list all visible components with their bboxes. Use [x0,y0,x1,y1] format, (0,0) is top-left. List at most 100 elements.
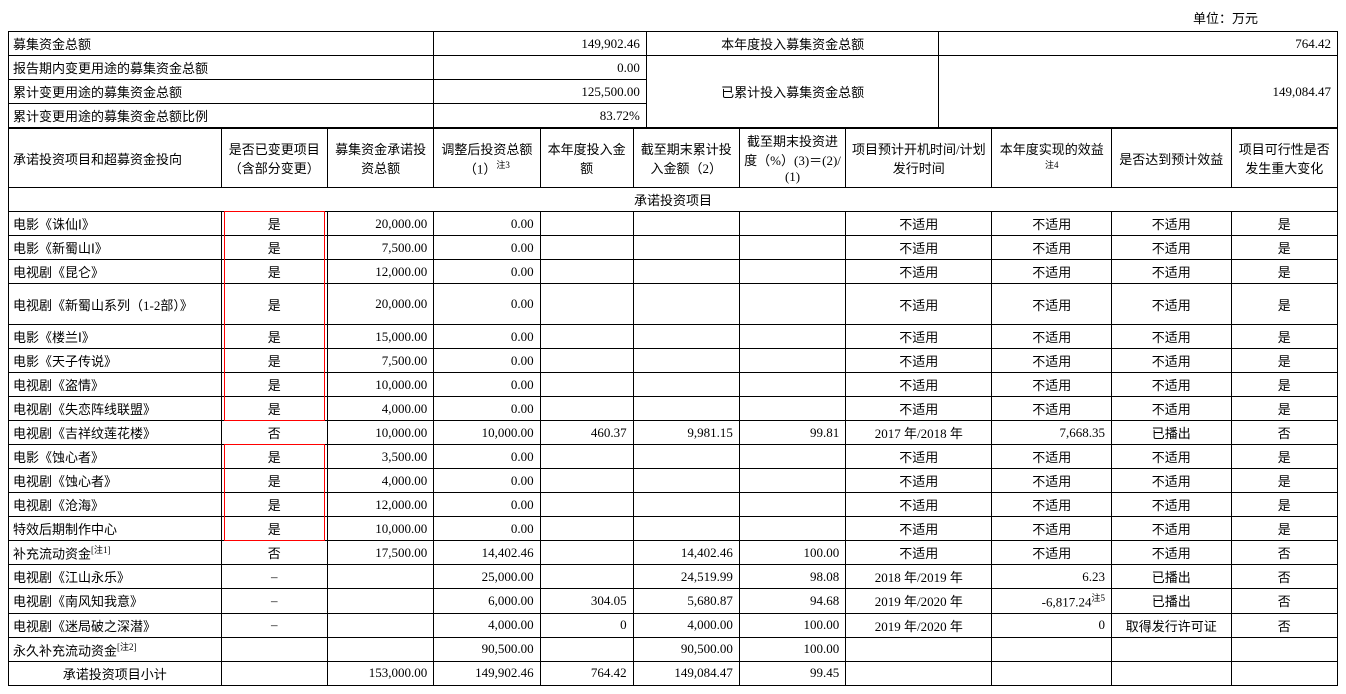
cell [739,236,845,260]
cell [633,493,739,517]
col-header: 本年度实现的效益注4 [992,129,1112,188]
cell [739,445,845,469]
cell: 0.00 [434,493,540,517]
cell: 是 [1231,373,1337,397]
cell: 不适用 [1112,397,1232,421]
table-row: 电视剧《新蜀山系列（1-2部）》是20,000.000.00不适用不适用不适用是 [9,284,1338,325]
project-name: 电影《天子传说》 [9,349,222,373]
cell: 10,000.00 [327,517,433,541]
cell: 不适用 [846,349,992,373]
cell: 6.23 [992,565,1112,589]
cell: 不适用 [1112,236,1232,260]
cell: 0.00 [434,517,540,541]
cell: 不适用 [992,212,1112,236]
cell: 不适用 [992,284,1112,325]
table-row: 电视剧《迷局破之深潜》–4,000.0004,000.00100.002019 … [9,613,1338,637]
cell [1231,637,1337,661]
cell: 否 [1231,421,1337,445]
cell: 不适用 [992,349,1112,373]
cell: 100.00 [739,541,845,565]
cell: 不适用 [1112,517,1232,541]
value: 149,902.46 [434,32,647,56]
table-row: 电视剧《吉祥纹莲花楼》否10,000.0010,000.00460.379,98… [9,421,1338,445]
cell [540,325,633,349]
cell: 99.81 [739,421,845,445]
cell [540,493,633,517]
cell [327,565,433,589]
cell [739,493,845,517]
cell: 6,000.00 [434,589,540,613]
label: 已累计投入募集资金总额 [646,56,938,128]
table-row: 电影《新蜀山Ⅰ》是7,500.000.00不适用不适用不适用是 [9,236,1338,260]
label: 累计变更用途的募集资金总额比例 [9,104,434,128]
changed-cell: – [221,565,327,589]
cell [327,589,433,613]
cell [992,661,1112,685]
changed-cell: 是 [221,493,327,517]
table-row: 电视剧《昆仑》是12,000.000.00不适用不适用不适用是 [9,260,1338,284]
project-name: 永久补充流动资金[注2] [9,637,222,661]
changed-cell: 是 [221,469,327,493]
cell: 不适用 [992,325,1112,349]
cell: 7,668.35 [992,421,1112,445]
cell: 2019 年/2020 年 [846,613,992,637]
col-header: 截至期末累计投入金额（2） [633,129,739,188]
cell [846,661,992,685]
cell [633,284,739,325]
cell: 0 [992,613,1112,637]
header-row: 承诺投资项目和超募资金投向 是否已变更项目（含部分变更） 募集资金承诺投资总额 … [9,129,1338,188]
table-row: 电影《蚀心者》是3,500.000.00不适用不适用不适用是 [9,445,1338,469]
project-name: 电影《蚀心者》 [9,445,222,469]
cell [633,349,739,373]
col-header: 项目预计开机时间/计划发行时间 [846,129,992,188]
cell: 不适用 [846,469,992,493]
cell [327,637,433,661]
table-row: 电视剧《江山永乐》–25,000.0024,519.9998.082018 年/… [9,565,1338,589]
cell [739,260,845,284]
project-name: 电视剧《昆仑》 [9,260,222,284]
cell: 不适用 [1112,284,1232,325]
changed-cell: 是 [221,325,327,349]
cell: 已播出 [1112,589,1232,613]
cell: 14,402.46 [434,541,540,565]
cell [540,637,633,661]
changed-cell [221,637,327,661]
changed-cell: 是 [221,445,327,469]
changed-cell: – [221,613,327,637]
cell: 不适用 [846,445,992,469]
cell: 12,000.00 [327,493,433,517]
value: 764.42 [939,32,1338,56]
cell: 2018 年/2019 年 [846,565,992,589]
value: 0.00 [434,56,647,80]
cell: 12,000.00 [327,260,433,284]
cell: 不适用 [846,517,992,541]
cell: 是 [1231,349,1337,373]
cell: 否 [1231,541,1337,565]
cell: 是 [1231,325,1337,349]
cell: 是 [1231,397,1337,421]
cell [540,236,633,260]
cell [540,284,633,325]
cell [633,469,739,493]
table-row: 永久补充流动资金[注2]90,500.0090,500.00100.00 [9,637,1338,661]
table-row: 电影《天子传说》是7,500.000.00不适用不适用不适用是 [9,349,1338,373]
changed-cell: 是 [221,373,327,397]
cell: 3,500.00 [327,445,433,469]
cell: 不适用 [846,284,992,325]
table-row: 募集资金总额 149,902.46 本年度投入募集资金总额 764.42 [9,32,1338,56]
cell: 20,000.00 [327,284,433,325]
table-row: 补充流动资金[注1]否17,500.0014,402.4614,402.4610… [9,541,1338,565]
cell [540,373,633,397]
cell: 不适用 [1112,212,1232,236]
label: 本年度投入募集资金总额 [646,32,938,56]
cell: 0.00 [434,260,540,284]
project-name: 电影《楼兰Ⅰ》 [9,325,222,349]
changed-cell: 否 [221,421,327,445]
cell: 100.00 [739,613,845,637]
subtotal-label: 承诺投资项目小计 [9,661,222,685]
cell: 4,000.00 [633,613,739,637]
project-name: 特效后期制作中心 [9,517,222,541]
col-header: 是否已变更项目（含部分变更） [221,129,327,188]
value: 125,500.00 [434,80,647,104]
cell: 0.00 [434,397,540,421]
